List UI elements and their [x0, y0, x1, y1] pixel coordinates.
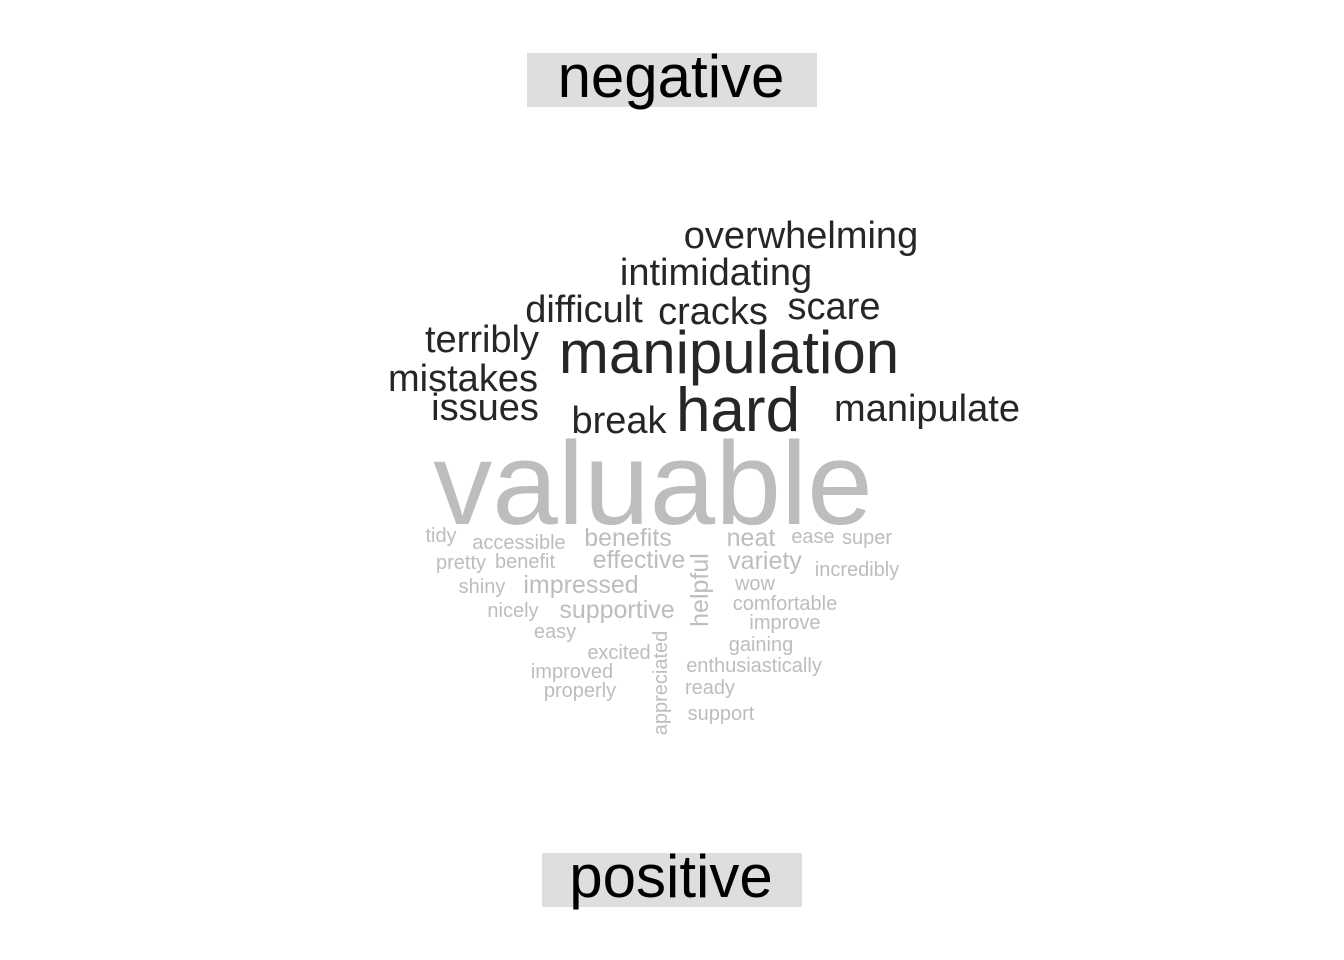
word-variety: variety [728, 547, 802, 575]
word-comfortable: comfortable [733, 593, 838, 615]
word-cracks: cracks [658, 291, 768, 333]
word-wow: wow [734, 573, 776, 595]
word-mistakes: mistakes [388, 358, 538, 400]
word-easy: easy [534, 621, 576, 643]
word-manipulation: manipulation [559, 319, 899, 386]
word-helpful: helpful [686, 553, 714, 627]
word-issues: issues [431, 387, 539, 429]
word-effective: effective [593, 546, 686, 574]
group-label-box-positive [542, 853, 802, 907]
word-supportive: supportive [559, 596, 674, 624]
word-ease: ease [791, 526, 834, 548]
word-gaining: gaining [729, 634, 794, 656]
word-benefit: benefit [495, 551, 555, 573]
word-ready: ready [685, 677, 735, 699]
word-shiny: shiny [459, 576, 506, 598]
word-enthusiastically: enthusiastically [686, 655, 822, 677]
word-pretty: pretty [436, 552, 486, 574]
word-manipulate: manipulate [834, 388, 1020, 430]
word-incredibly: incredibly [815, 559, 899, 581]
word-nicely: nicely [487, 600, 538, 622]
word-overwhelming: overwhelming [684, 215, 918, 257]
word-intimidating: intimidating [620, 252, 812, 294]
word-hard: hard [676, 376, 800, 445]
group-label-negative: negative [558, 43, 785, 110]
word-tidy: tidy [425, 525, 456, 547]
word-improve: improve [749, 612, 820, 634]
word-impressed: impressed [523, 571, 638, 599]
group-label-positive: positive [569, 843, 772, 910]
word-valuable: valuable [433, 418, 873, 550]
word-break: break [571, 400, 667, 442]
word-improved: improved [531, 661, 613, 683]
word-difficult: difficult [525, 289, 643, 331]
word-accessible: accessible [472, 532, 565, 554]
word-properly: properly [544, 680, 616, 702]
word-neat: neat [727, 524, 776, 552]
word-support: support [688, 703, 755, 725]
word-terribly: terribly [425, 319, 539, 361]
word-super: super [842, 527, 892, 549]
word-benefits: benefits [584, 524, 672, 552]
word-appreciated: appreciated [650, 631, 672, 736]
word-scare: scare [788, 286, 881, 328]
group-label-box-negative [527, 53, 817, 107]
word-excited: excited [587, 642, 650, 664]
